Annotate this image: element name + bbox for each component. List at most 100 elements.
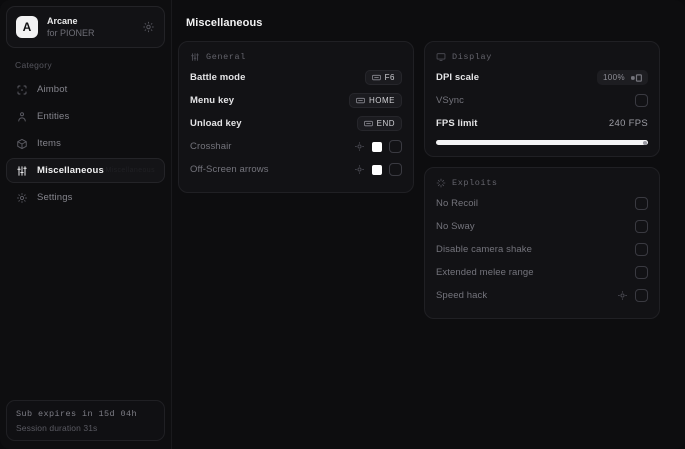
sliders-icon xyxy=(190,52,200,62)
panel-columns: General Battle mode xyxy=(178,41,677,441)
row-disable-camera-shake: Disable camera shake xyxy=(436,238,648,261)
row-controls xyxy=(354,140,402,153)
sidebar-spacer xyxy=(6,210,165,400)
row-label: DPI scale xyxy=(436,72,480,83)
dpi-scale-stepper[interactable]: 100% xyxy=(596,70,648,85)
row-label: Extended melee range xyxy=(436,267,534,278)
panel-title: Display xyxy=(452,52,492,62)
checkbox-vsync[interactable] xyxy=(635,94,648,107)
crosshair-target-icon xyxy=(16,84,28,96)
panel-exploits: Exploits No Recoil No Sway xyxy=(424,167,660,319)
checkbox-no-sway[interactable] xyxy=(635,220,648,233)
row-controls xyxy=(635,266,648,279)
checkbox-disable-camera-shake[interactable] xyxy=(635,243,648,256)
sidebar-item-miscellaneous[interactable]: Miscellaneous Miscellaneous xyxy=(6,158,165,183)
row-dpi-scale: DPI scale 100% xyxy=(436,66,648,89)
fps-limit-slider-row xyxy=(436,135,648,145)
subscription-status: Sub expires in 15d 04h xyxy=(16,409,138,419)
monitor-icon xyxy=(436,52,446,62)
row-controls xyxy=(635,243,648,256)
keybind-value: HOME xyxy=(369,96,395,105)
keybind-battle-mode[interactable]: F6 xyxy=(364,70,402,85)
sidebar-item-label: Aimbot xyxy=(37,84,68,95)
color-swatch-offscreen-arrows[interactable] xyxy=(372,164,382,175)
brand-text: Arcane for PIONER xyxy=(47,16,95,38)
gear-icon[interactable] xyxy=(617,290,628,301)
row-controls: F6 xyxy=(364,70,402,85)
page-title: Miscellaneous xyxy=(186,17,263,29)
panel-header: Exploits xyxy=(436,178,648,192)
row-controls: HOME xyxy=(349,93,402,108)
row-label: Off-Screen arrows xyxy=(190,164,269,175)
gear-icon[interactable] xyxy=(354,164,365,175)
sidebar-item-label: Settings xyxy=(37,192,73,203)
fps-limit-value: 240 FPS xyxy=(608,118,648,129)
panel-header: General xyxy=(190,52,402,66)
sidebar-item-items[interactable]: Items xyxy=(6,131,165,156)
app-logo: A xyxy=(16,16,38,38)
keybind-unload-key[interactable]: END xyxy=(356,116,402,131)
slider-knob[interactable] xyxy=(643,140,647,145)
panel-title: General xyxy=(206,52,246,62)
panel-header: Display xyxy=(436,52,648,66)
row-menu-key: Menu key HOME xyxy=(190,89,402,112)
row-label: No Recoil xyxy=(436,198,479,209)
row-crosshair: Crosshair xyxy=(190,135,402,158)
sidebar-nav: Aimbot Entities Items xyxy=(6,77,165,210)
keybind-value: END xyxy=(376,119,395,128)
person-icon xyxy=(16,111,28,123)
gear-icon[interactable] xyxy=(354,141,365,152)
row-extended-melee-range: Extended melee range xyxy=(436,261,648,284)
panel-display: Display DPI scale 100% xyxy=(424,41,660,157)
keyboard-icon xyxy=(356,97,365,104)
gear-icon xyxy=(16,192,28,204)
left-column: General Battle mode xyxy=(178,41,414,193)
fps-limit-slider[interactable] xyxy=(436,140,648,145)
row-label: Menu key xyxy=(190,95,235,106)
brand-card[interactable]: A Arcane for PIONER xyxy=(6,6,165,48)
session-duration: Session duration 31s xyxy=(16,423,98,433)
status-card: Sub expires in 15d 04h Session duration … xyxy=(6,400,165,441)
keyboard-icon xyxy=(371,74,381,81)
color-swatch-crosshair[interactable] xyxy=(372,141,382,152)
dpi-scale-value: 100% xyxy=(602,73,625,82)
checkbox-no-recoil[interactable] xyxy=(635,197,648,210)
checkbox-crosshair[interactable] xyxy=(389,140,402,153)
row-offscreen-arrows: Off-Screen arrows xyxy=(190,158,402,181)
row-label: Battle mode xyxy=(190,72,246,83)
row-battle-mode: Battle mode F6 xyxy=(190,66,402,89)
row-fps-limit: FPS limit 240 FPS xyxy=(436,112,648,135)
sidebar-item-entities[interactable]: Entities xyxy=(6,104,165,129)
main-content: Miscellaneous General xyxy=(172,0,685,449)
keybind-menu-key[interactable]: HOME xyxy=(349,93,402,108)
row-controls xyxy=(354,163,402,176)
box-icon xyxy=(16,138,28,150)
sidebar-item-settings[interactable]: Settings xyxy=(6,185,165,210)
stepper-icon xyxy=(631,73,642,82)
category-label: Category xyxy=(15,60,52,70)
keyboard-icon xyxy=(363,120,373,127)
sidebar-item-aimbot[interactable]: Aimbot xyxy=(6,77,165,102)
sidebar-item-label: Items xyxy=(37,138,61,149)
row-controls xyxy=(617,289,648,302)
sidebar-item-label: Entities xyxy=(37,111,70,122)
checkbox-extended-melee-range[interactable] xyxy=(635,266,648,279)
sidebar: A Arcane for PIONER Category xyxy=(0,0,172,449)
app-name: Arcane xyxy=(47,16,78,27)
sliders-icon xyxy=(16,165,28,177)
row-controls xyxy=(635,94,648,107)
row-speed-hack: Speed hack xyxy=(436,284,648,307)
right-column: Display DPI scale 100% xyxy=(424,41,660,319)
row-label: FPS limit xyxy=(436,118,478,129)
row-controls xyxy=(635,220,648,233)
row-label: VSync xyxy=(436,95,464,106)
keybind-value: F6 xyxy=(384,73,395,82)
checkbox-speed-hack[interactable] xyxy=(635,289,648,302)
row-label: Unload key xyxy=(190,118,242,129)
gear-icon[interactable] xyxy=(142,21,155,34)
checkbox-offscreen-arrows[interactable] xyxy=(389,163,402,176)
panel-general: General Battle mode xyxy=(178,41,414,193)
app-target-game: for PIONER xyxy=(47,27,95,38)
row-controls: END xyxy=(356,116,402,131)
